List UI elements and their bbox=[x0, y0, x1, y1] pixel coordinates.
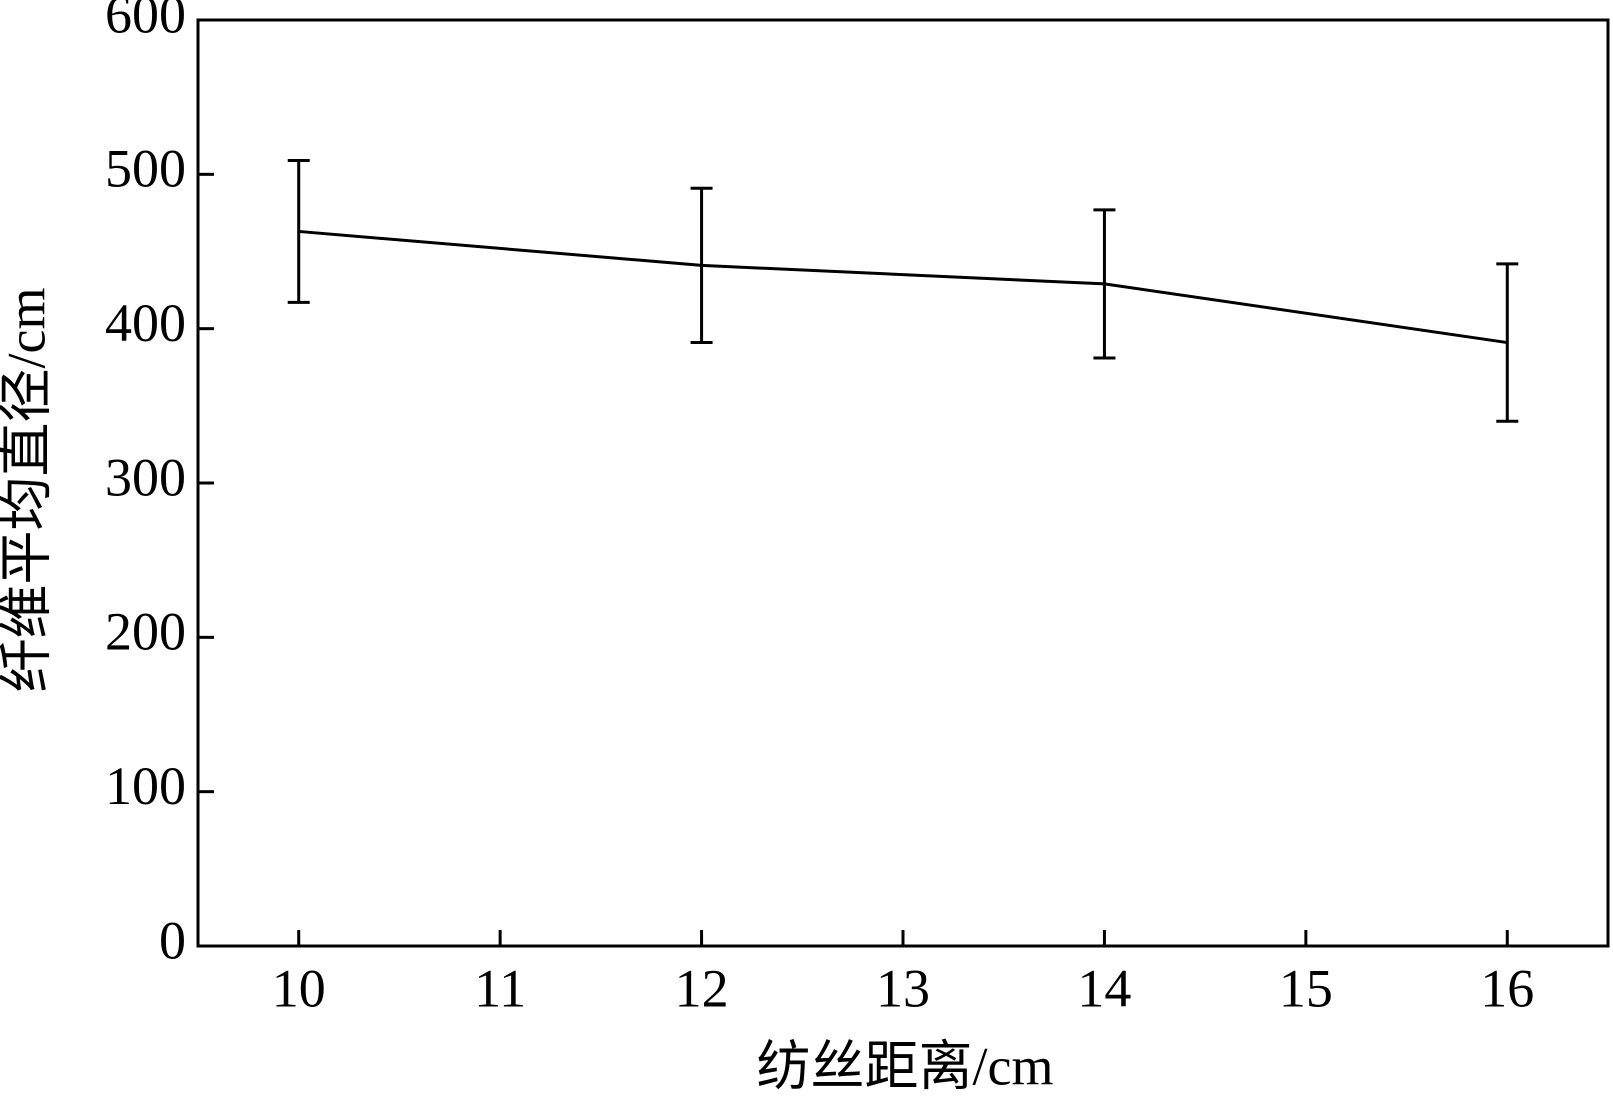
error-bar bbox=[287, 158, 310, 304]
y-axis-label: 纤维平均直径/cm bbox=[0, 288, 56, 693]
y-tick-label: 400 bbox=[105, 293, 186, 353]
x-tick-label: 10 bbox=[272, 958, 326, 1018]
y-tick-label: 300 bbox=[105, 447, 186, 507]
y-tick-label: 600 bbox=[105, 0, 186, 44]
plot-frame bbox=[196, 18, 1610, 948]
y-tick-label: 200 bbox=[105, 602, 186, 662]
x-tick-label: 16 bbox=[1480, 958, 1534, 1018]
x-tick-label: 15 bbox=[1279, 958, 1333, 1018]
error-bar bbox=[1093, 208, 1116, 360]
x-tick-label: 14 bbox=[1077, 958, 1131, 1018]
error-bar bbox=[690, 186, 713, 345]
y-tick-label: 500 bbox=[105, 139, 186, 199]
y-tick-label: 0 bbox=[159, 910, 186, 970]
x-tick-label: 11 bbox=[474, 958, 526, 1018]
data-line bbox=[298, 229, 1508, 345]
x-tick-label: 13 bbox=[876, 958, 930, 1018]
x-tick-label: 12 bbox=[675, 958, 729, 1018]
error-bar bbox=[1496, 262, 1519, 423]
x-axis-label: 纺丝距离/cm bbox=[757, 1036, 1054, 1096]
y-tick-label: 100 bbox=[105, 756, 186, 816]
